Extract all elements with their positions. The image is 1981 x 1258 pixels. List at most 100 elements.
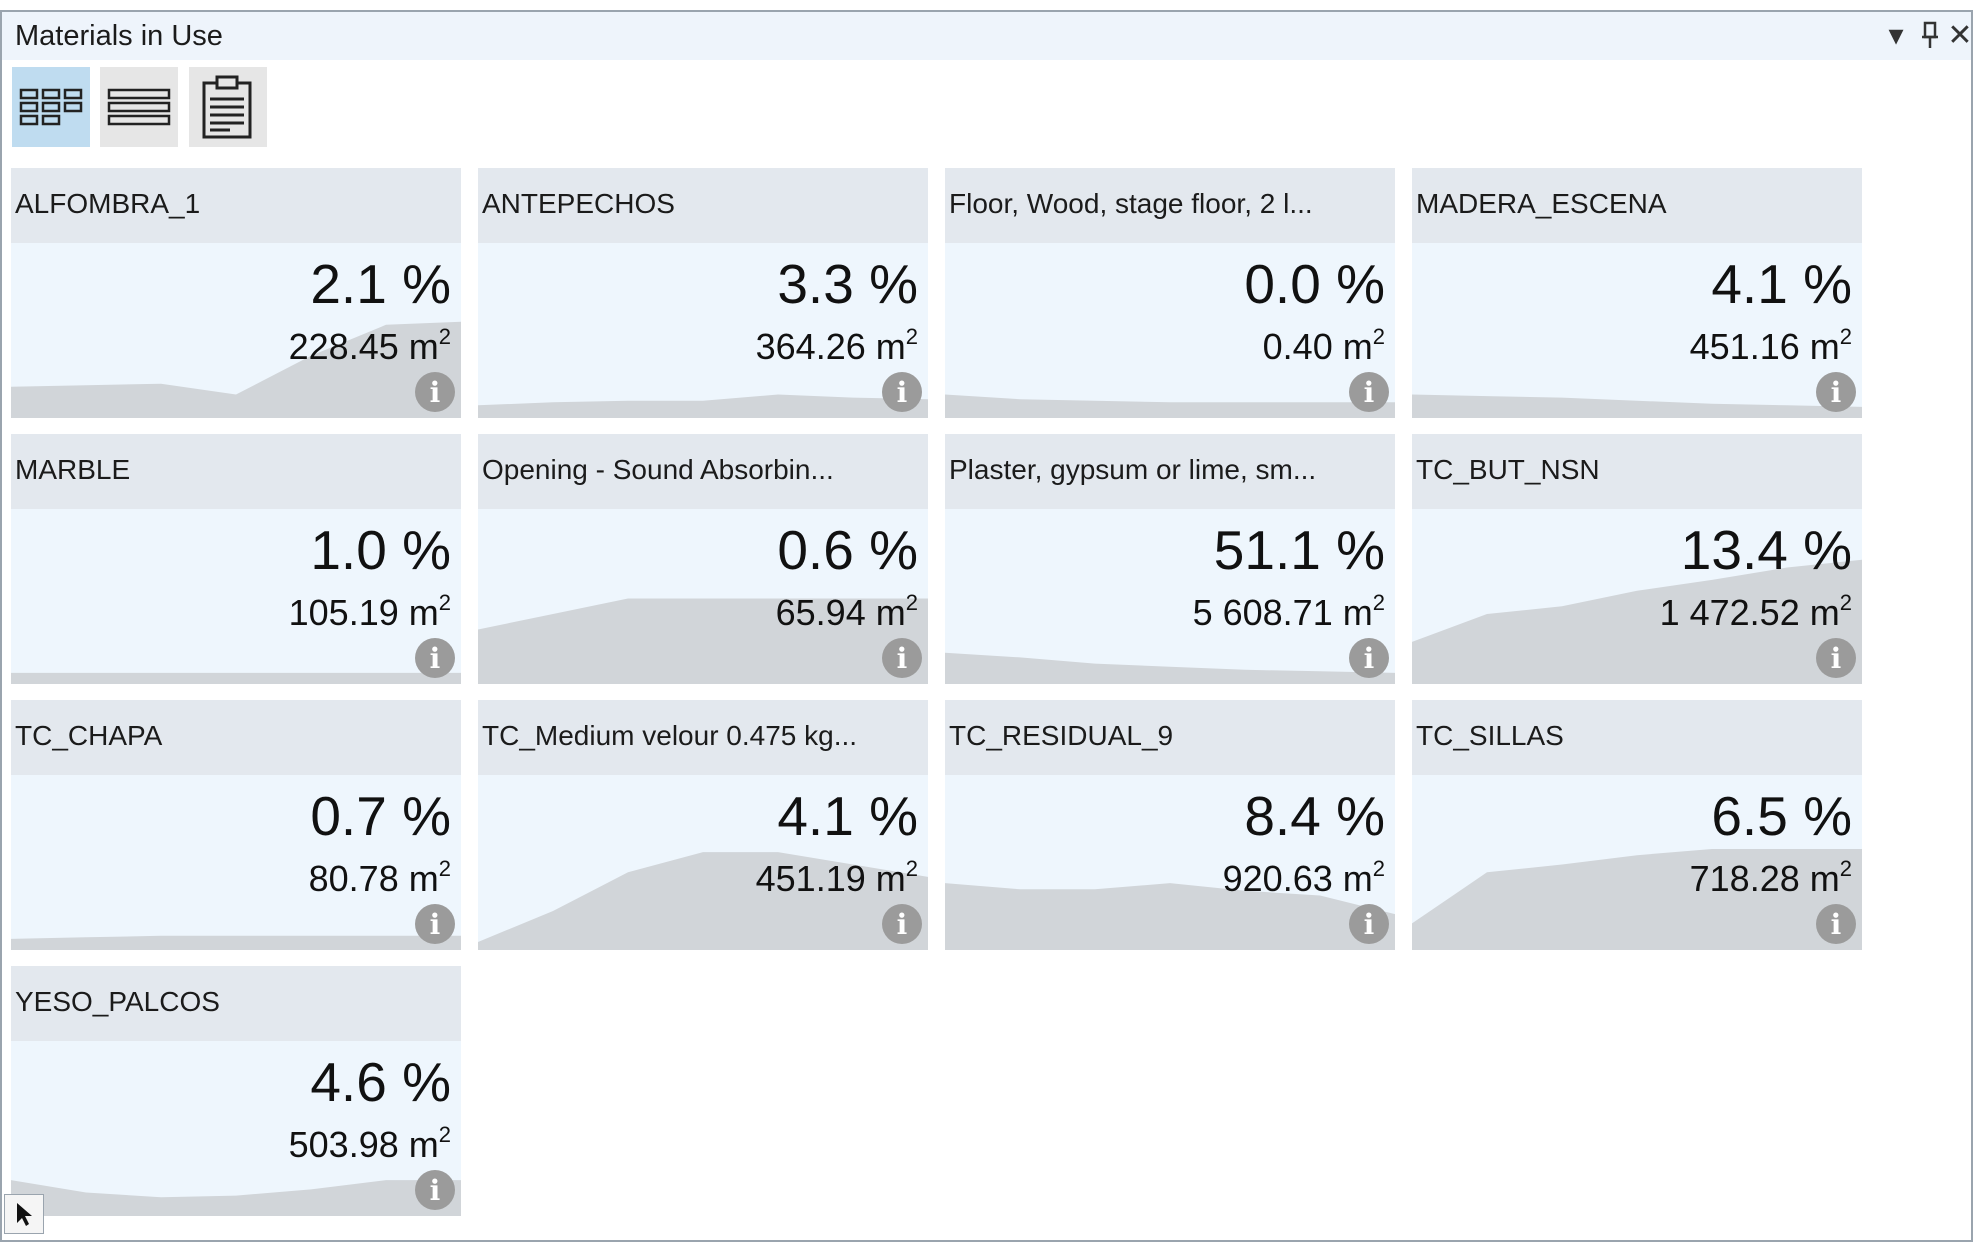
area-unit-exponent: 2 (1839, 856, 1852, 881)
area-unit: m (1809, 326, 1840, 367)
info-icon[interactable]: i (1349, 638, 1389, 678)
list-view-button[interactable] (100, 67, 178, 147)
close-icon[interactable]: ✕ (1947, 18, 1973, 52)
material-tile[interactable]: ALFOMBRA_1 2.1 % 228.45 m2 i (11, 168, 461, 418)
material-name: TC_SILLAS (1416, 720, 1564, 751)
usage-sparkline (945, 394, 1395, 418)
tile-header: Floor, Wood, stage floor, 2 l... (945, 168, 1395, 243)
area-unit: m (1809, 592, 1840, 633)
tile-header: MARBLE (11, 434, 461, 509)
area-value: 451.19 (755, 858, 866, 899)
area-unit: m (1342, 858, 1373, 899)
usage-percent: 6.5 % (1711, 785, 1852, 847)
material-name: MADERA_ESCENA (1416, 188, 1667, 219)
usage-percent: 4.1 % (1711, 253, 1852, 315)
material-tile[interactable]: TC_BUT_NSN 13.4 % 1 472.52 m2 i (1412, 434, 1862, 684)
area-value: 920.63 (1222, 858, 1333, 899)
area-unit: m (408, 1124, 439, 1165)
material-tile[interactable]: MARBLE 1.0 % 105.19 m2 i (11, 434, 461, 684)
area-value: 5 608.71 (1192, 592, 1333, 633)
material-tile[interactable]: TC_CHAPA 0.7 % 80.78 m2 i (11, 700, 461, 950)
pin-icon[interactable] (1913, 15, 1947, 55)
material-name: TC_BUT_NSN (1416, 454, 1600, 485)
area-value: 718.28 (1689, 858, 1800, 899)
usage-percent: 0.7 % (310, 785, 451, 847)
info-icon[interactable]: i (882, 638, 922, 678)
material-area: 105.19 m2 (288, 590, 451, 634)
material-name: TC_RESIDUAL_9 (949, 720, 1174, 751)
area-value: 451.16 (1689, 326, 1800, 367)
material-tile[interactable]: ANTEPECHOS 3.3 % 364.26 m2 i (478, 168, 928, 418)
material-area: 503.98 m2 (289, 1122, 451, 1166)
usage-sparkline (478, 394, 928, 418)
material-name: TC_Medium velour 0.475 kg... (482, 720, 858, 751)
clipboard-icon (202, 75, 252, 139)
material-tile[interactable]: Floor, Wood, stage floor, 2 l... 0.0 % 0… (945, 168, 1395, 418)
material-tile[interactable]: YESO_PALCOS 4.6 % 503.98 m2 i (11, 966, 461, 1216)
material-area: 920.63 m2 (1222, 856, 1385, 900)
info-icon[interactable]: i (415, 904, 455, 944)
material-tile[interactable]: TC_RESIDUAL_9 8.4 % 920.63 m2 i (945, 700, 1395, 950)
material-tile[interactable]: TC_SILLAS 6.5 % 718.28 m2 i (1412, 700, 1862, 950)
material-area: 718.28 m2 (1689, 856, 1852, 900)
select-tool-button[interactable] (4, 1194, 44, 1234)
area-value: 80.78 (308, 858, 399, 899)
material-tile[interactable]: Plaster, gypsum or lime, sm... 51.1 % 5 … (945, 434, 1395, 684)
copy-to-clipboard-button[interactable] (189, 67, 267, 147)
material-name: TC_CHAPA (15, 720, 163, 751)
sparkline-area (478, 394, 928, 418)
usage-percent: 2.1 % (310, 253, 451, 315)
material-tile[interactable]: MADERA_ESCENA 4.1 % 451.16 m2 i (1412, 168, 1862, 418)
info-icon[interactable]: i (415, 1170, 455, 1210)
list-view-icon (107, 88, 171, 126)
usage-percent: 0.6 % (777, 519, 918, 581)
info-icon[interactable]: i (1816, 372, 1856, 412)
material-tile[interactable]: TC_Medium velour 0.475 kg... 4.1 % 451.1… (478, 700, 928, 950)
area-unit-exponent: 2 (1372, 590, 1385, 615)
panel-title: Materials in Use (15, 20, 223, 52)
usage-sparkline (945, 883, 1395, 950)
info-icon[interactable]: i (1816, 904, 1856, 944)
usage-sparkline (1412, 559, 1862, 684)
area-value: 0.40 (1262, 326, 1333, 367)
usage-sparkline (945, 652, 1395, 684)
area-value: 228.45 (288, 326, 399, 367)
usage-sparkline (11, 321, 461, 418)
usage-percent: 8.4 % (1244, 785, 1385, 847)
usage-sparkline (1412, 394, 1862, 418)
area-unit-exponent: 2 (1372, 856, 1385, 881)
sparkline-area (1412, 559, 1862, 684)
usage-sparkline (478, 852, 928, 950)
area-unit-exponent: 2 (1839, 324, 1852, 349)
usage-percent: 4.6 % (310, 1051, 451, 1113)
sparkline-area (945, 394, 1395, 418)
info-icon[interactable]: i (882, 372, 922, 412)
area-unit-exponent: 2 (905, 856, 918, 881)
usage-percent: 3.3 % (777, 253, 918, 315)
area-unit: m (875, 858, 906, 899)
sparkline-area (1412, 394, 1862, 418)
material-area: 0.40 m2 (1262, 324, 1385, 368)
usage-sparkline (11, 672, 461, 684)
tile-header: ALFOMBRA_1 (11, 168, 461, 243)
area-unit-exponent: 2 (438, 1122, 451, 1147)
tile-header: MADERA_ESCENA (1412, 168, 1862, 243)
area-unit: m (875, 326, 906, 367)
info-icon[interactable]: i (415, 372, 455, 412)
info-icon[interactable]: i (1816, 638, 1856, 678)
material-name: MARBLE (15, 454, 131, 485)
info-icon[interactable]: i (1349, 904, 1389, 944)
cursor-arrow-icon (17, 1203, 32, 1226)
panel-titlebar: Materials in Use ▾ ✕ (2, 12, 1973, 60)
info-icon[interactable]: i (415, 638, 455, 678)
area-value: 105.19 (288, 592, 399, 633)
sparkline-area (945, 652, 1395, 684)
material-tile[interactable]: Opening - Sound Absorbin... 0.6 % 65.94 … (478, 434, 928, 684)
area-unit-exponent: 2 (905, 324, 918, 349)
info-icon[interactable]: i (1349, 372, 1389, 412)
usage-sparkline (11, 935, 461, 950)
tile-view-button[interactable] (12, 67, 90, 147)
usage-percent: 51.1 % (1213, 519, 1385, 581)
info-icon[interactable]: i (882, 904, 922, 944)
dropdown-icon[interactable]: ▾ (1888, 18, 1904, 52)
